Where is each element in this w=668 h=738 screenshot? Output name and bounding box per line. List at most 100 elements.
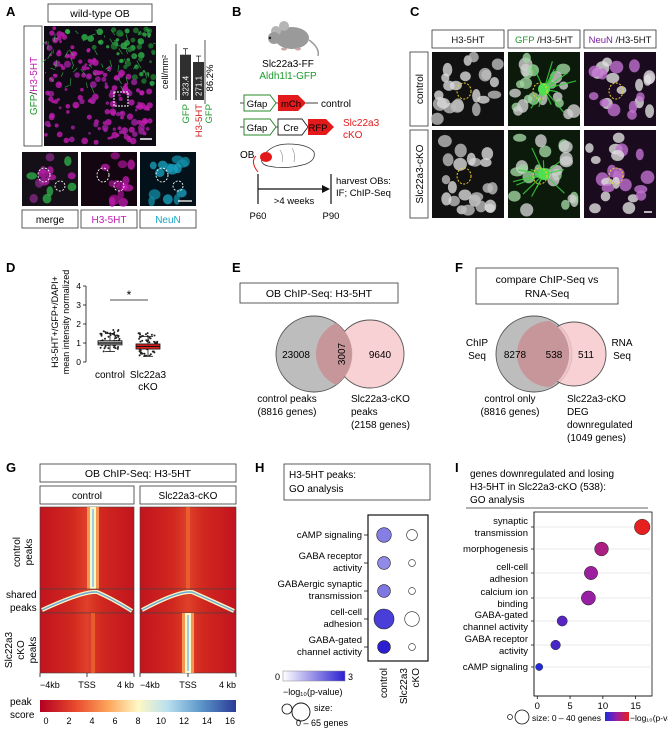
f-right-tag-2: Seq xyxy=(613,351,631,362)
svg-text:Gfap: Gfap xyxy=(247,123,268,134)
h-dot-cko-4 xyxy=(408,643,416,651)
f-title-2: RNA-Seq xyxy=(525,288,570,300)
timepoint-p90: P90 xyxy=(323,211,340,222)
i-term-1: morphogenesis xyxy=(463,544,528,555)
f-right-label-1: Slc22a3-cKO xyxy=(567,394,626,405)
f-right-count: 511 xyxy=(578,350,594,361)
svg-text:mCh: mCh xyxy=(281,99,301,110)
bar-axis-labels: GFP H3-5HT GFP xyxy=(181,104,215,137)
h-dot-cko-2 xyxy=(408,587,416,595)
e-right-label-3: (2158 genes) xyxy=(351,420,410,431)
panel-letter-g: G xyxy=(6,460,16,475)
g-xtick-0: −4kb xyxy=(40,680,60,690)
panel-letter-i: I xyxy=(455,460,459,475)
timepoint-p60: P60 xyxy=(250,211,267,222)
g-cbar-tick-7: 14 xyxy=(202,716,212,726)
i-dot-0 xyxy=(634,518,651,536)
g-xtick-4: TSS xyxy=(179,680,197,690)
i-title-1: genes downregulated and losing xyxy=(470,469,614,480)
panel-e: E OB ChIP-Seq: H3-5HT 23008 3007 9640 co… xyxy=(232,260,410,431)
h-col-cko-2: cKO xyxy=(411,668,422,688)
g-row-cko-1: Slc22a3 xyxy=(4,631,15,668)
i-term-0-1: synaptic xyxy=(493,516,528,527)
i-xtick-0: 0 xyxy=(535,701,540,712)
panel-letter-d: D xyxy=(6,260,15,275)
c-column-headers: H3-5HT GFP /H3-5HT NeuN /H3-5HT xyxy=(431,29,657,49)
f-left-tag-2: Seq xyxy=(468,351,486,362)
g-cbar-tick-6: 12 xyxy=(179,716,189,726)
heat-block-0-2 xyxy=(39,612,135,674)
h-term-4-1: GABA-gated xyxy=(309,635,362,646)
g-col-control: control xyxy=(72,491,102,502)
i-term-6: cAMP signaling xyxy=(463,662,528,673)
e-left-label-2: (8816 genes) xyxy=(258,407,317,418)
c-col-header-0: H3-5HT xyxy=(451,35,484,46)
g-cbar-tick-8: 16 xyxy=(225,716,235,726)
d-sig-star: * xyxy=(127,288,132,302)
box-plot-d: 0 1 2 3 4 * xyxy=(76,281,161,367)
g-xtick-5: 4 kb xyxy=(219,680,236,690)
f-overlap-count: 538 xyxy=(546,350,563,361)
i-xtick-3: 15 xyxy=(630,701,641,712)
h-term-1-2: activity xyxy=(333,563,362,574)
ob-micrograph xyxy=(41,26,157,146)
g-cbar-tick-5: 10 xyxy=(156,716,166,726)
f-left-label-1: control only xyxy=(484,394,535,405)
brain-icon: OB xyxy=(240,143,315,173)
h-size-legend-large xyxy=(291,702,311,722)
g-cbar-tick-4: 8 xyxy=(135,716,140,726)
construct-cko: Gfap Cre RFP Slc22a3 cKO xyxy=(240,118,380,141)
i-dot-6 xyxy=(535,663,544,671)
panel-h: H H3-5HT peaks: GO analysis cAMP signali… xyxy=(255,460,431,728)
svg-text:RFP: RFP xyxy=(309,123,328,134)
sub-micrographs xyxy=(22,152,196,208)
sub-label-h3-5ht: H3-5HT xyxy=(91,215,126,226)
i-dot-2 xyxy=(584,566,598,580)
h-legend-lo: 0 xyxy=(275,672,280,682)
panel-d: D H3-5HT+/GFP+/DAPI+ mean intensity norm… xyxy=(6,260,167,393)
heatmap-g xyxy=(39,506,237,674)
sub-label-merge: merge xyxy=(36,215,65,226)
bar-value-1: 271.1 xyxy=(195,75,204,96)
i-term-0-2: transmission xyxy=(475,528,528,539)
c-row-cko: Slc22a3-cKO xyxy=(415,144,426,203)
i-size-label: size: 0 – 40 genes xyxy=(532,713,601,723)
i-term-3-2: binding xyxy=(497,599,528,610)
h-legend-label: −log₁₀(p-value) xyxy=(283,687,343,697)
e-left-count: 23008 xyxy=(282,350,310,361)
panel-f: F compare ChIP-Seq vs RNA-Seq ChIP Seq R… xyxy=(455,260,633,444)
g-xtick-2: 4 kb xyxy=(117,680,134,690)
h-col-cko-1: Slc22a3 xyxy=(399,668,410,705)
h-size-label-1: size: xyxy=(314,703,333,713)
h-dot-control-4 xyxy=(377,640,391,654)
f-right-tag-1: RNA xyxy=(611,338,632,349)
panel-c: C H3-5HT GFP /H3-5HT NeuN /H3-5HT control … xyxy=(409,4,657,219)
g-x-ticks: −4kb TSS 4 kb −4kb TSS 4 kb xyxy=(39,673,237,690)
venn-f-overlap xyxy=(517,321,570,387)
harvest-line-1: harvest OBs: xyxy=(336,176,391,187)
bar-label-h3-5ht-gfp: H3-5HT xyxy=(194,104,205,137)
bar-chart-a: cell/mm² 86.2% 323.4 271.1 xyxy=(160,40,216,104)
i-term-2-1: cell-cell xyxy=(496,562,528,573)
g-row-shared-1: shared xyxy=(6,590,37,601)
i-title-2: H3-5HT in Slc22a3-cKO (538): xyxy=(470,482,606,493)
h-dot-cko-0 xyxy=(406,529,418,541)
g-row-control-2: peaks xyxy=(24,539,35,566)
i-size-legend-large xyxy=(514,709,530,725)
svg-text:OB: OB xyxy=(240,150,255,161)
i-term-5-1: GABA receptor xyxy=(465,634,528,645)
panel-g: G OB ChIP-Seq: H3-5HT control Slc22a3-cK… xyxy=(4,460,237,726)
svg-text:Gfap: Gfap xyxy=(247,99,268,110)
panel-b: B Slc22a3-FF Aldh1l1-GFP Gfap mCh contro… xyxy=(232,4,391,222)
c-col-header-1: GFP /H3-5HT xyxy=(515,35,573,46)
d-group-cko-2: cKO xyxy=(138,382,158,393)
g-cbar-tick-3: 6 xyxy=(112,716,117,726)
panel-letter-e: E xyxy=(232,260,241,275)
g-row-control-1: control xyxy=(12,537,23,567)
g-cbar-tick-0: 0 xyxy=(43,716,48,726)
h-title-2: GO analysis xyxy=(289,484,343,495)
mouse-line-1: Slc22a3-FF xyxy=(262,59,314,70)
